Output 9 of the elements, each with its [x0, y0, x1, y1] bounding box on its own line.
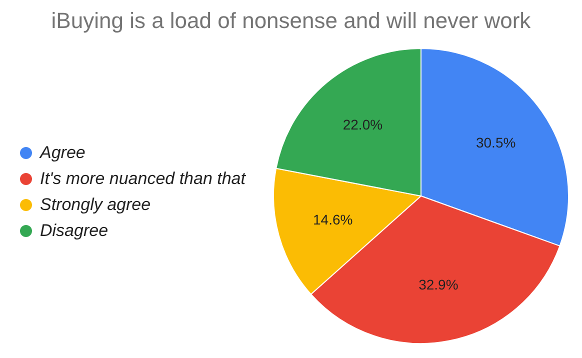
data-label: 22.0% [342, 116, 383, 132]
legend-label: It's more nuanced than that [40, 169, 247, 189]
legend-label: Agree [40, 143, 86, 163]
data-label: 14.6% [313, 211, 353, 228]
data-label: 30.5% [476, 134, 516, 150]
chart-title: iBuying is a load of nonsense and will never work [50, 8, 532, 34]
legend-label: Disagree [40, 221, 110, 241]
data-label: 32.9% [418, 276, 458, 293]
legend-label: Strongly agree [40, 195, 152, 215]
